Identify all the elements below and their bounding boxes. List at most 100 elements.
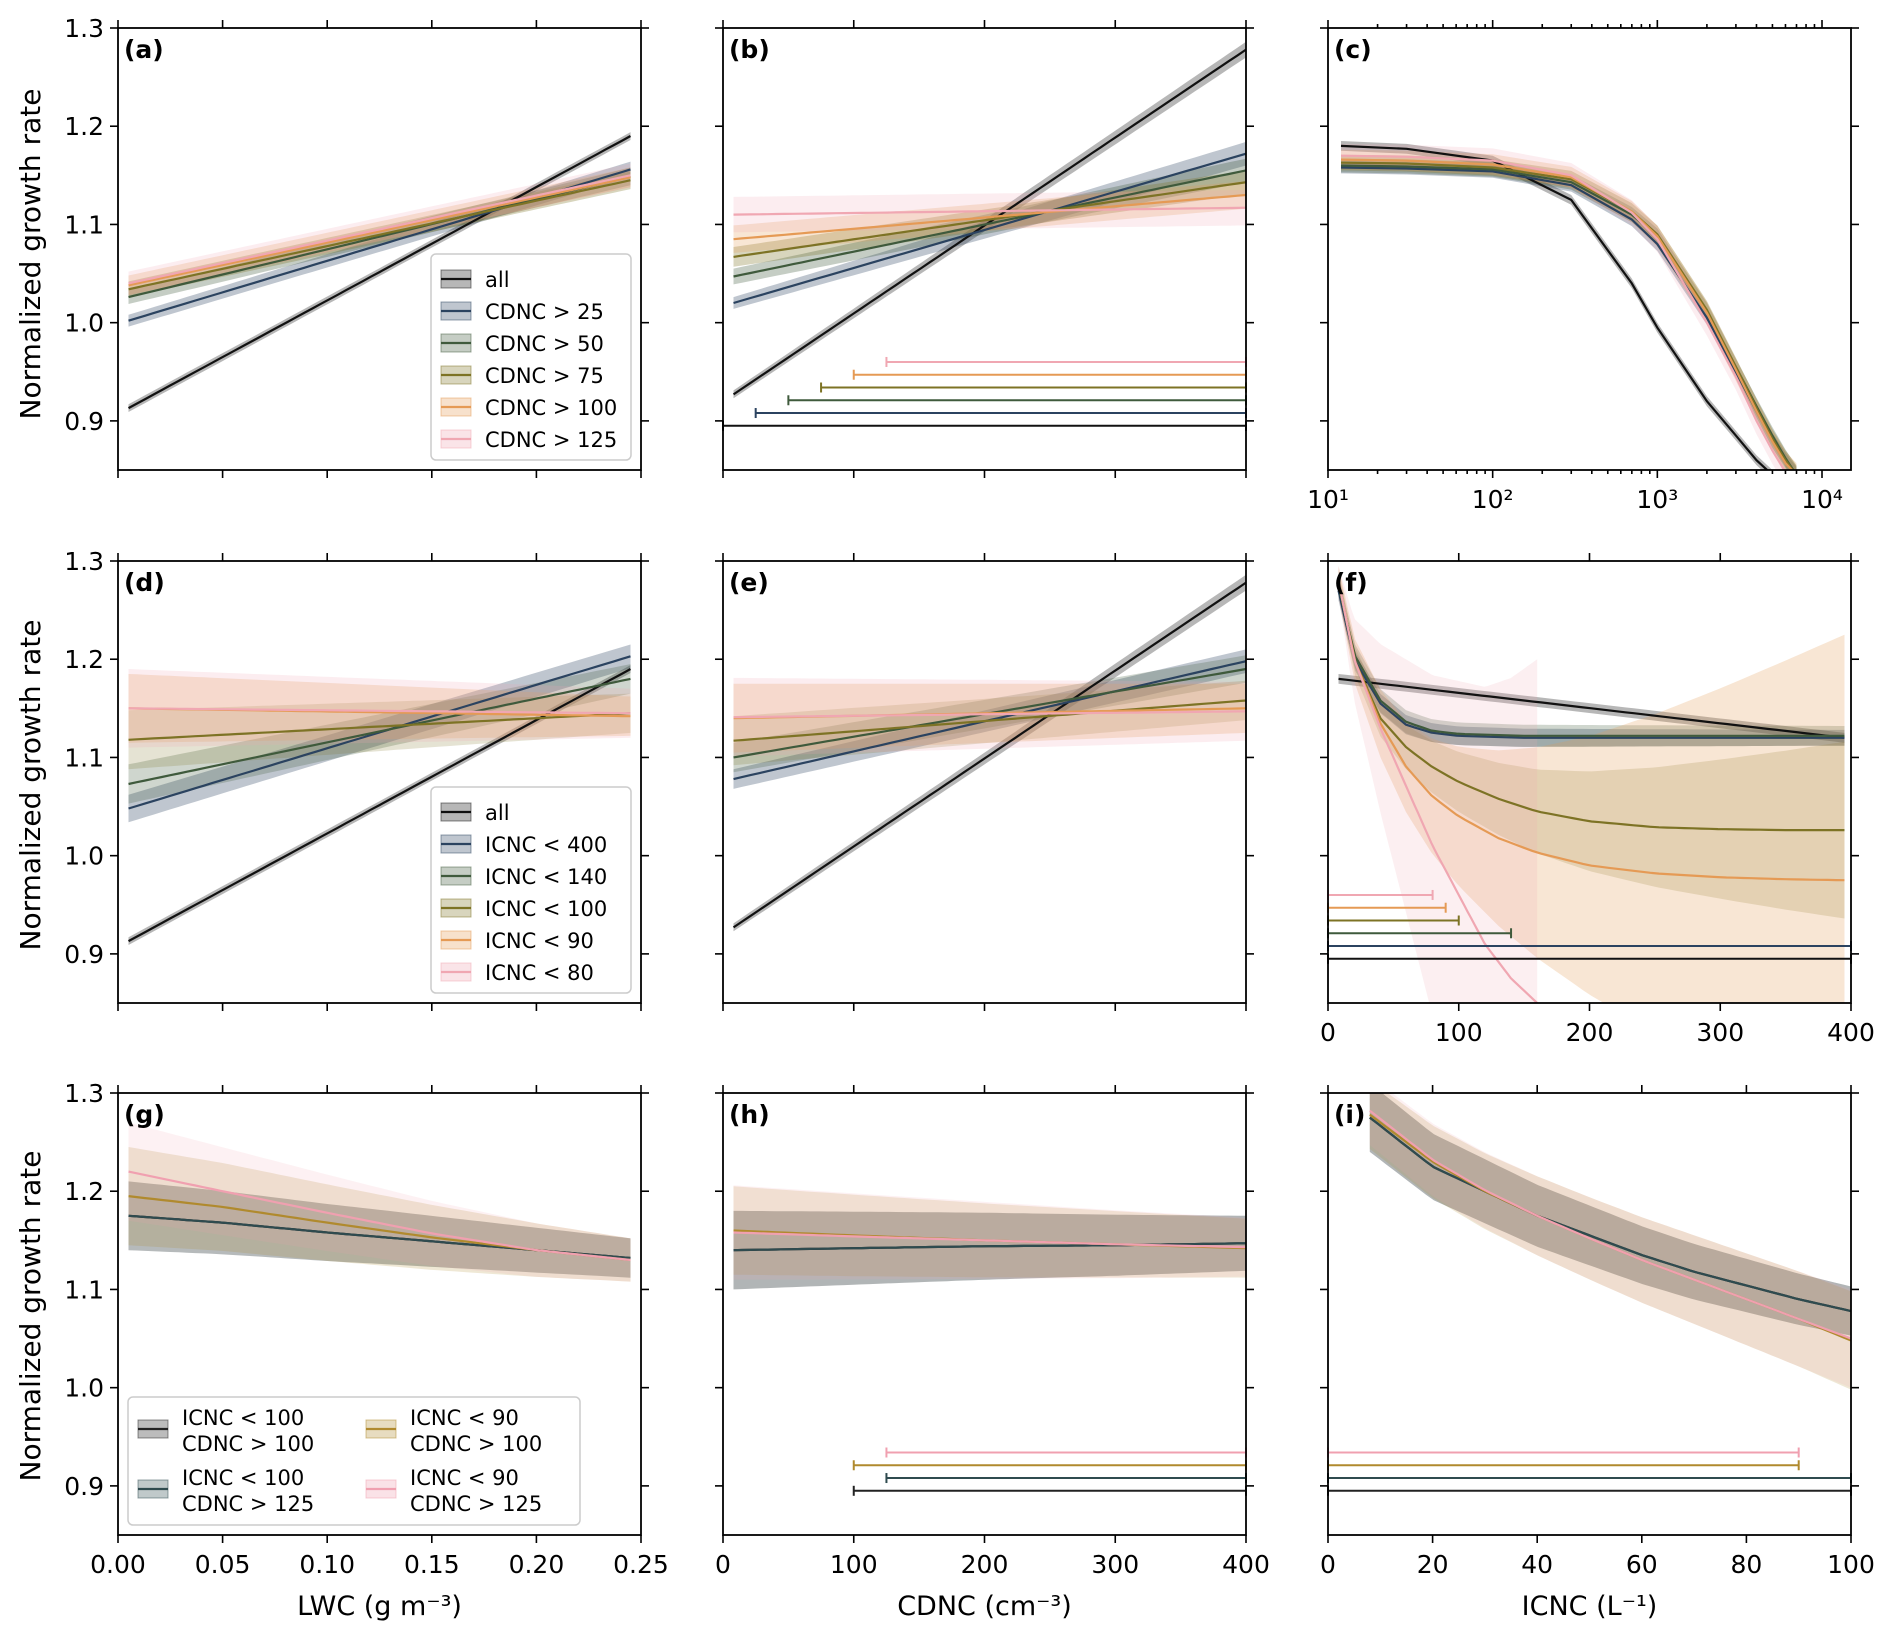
xtick-label-i-0: 0 <box>1320 1550 1336 1579</box>
xlabel-i: ICNC (L⁻¹) <box>1522 1591 1658 1622</box>
xtick-label-c-3: 10⁴ <box>1801 485 1843 514</box>
plot-area-a <box>127 132 632 412</box>
panel-h: 0 100 200 300 400 CDNC (cm⁻³) (h) <box>715 1085 1270 1622</box>
ytick-label-d-0: 0.9 <box>64 940 104 969</box>
series-line-d-5 <box>128 707 631 715</box>
legend-box-g <box>127 1396 581 1526</box>
ytick-label-g-2: 1.1 <box>64 1275 104 1304</box>
legend-label-d-4: ICNC < 90 <box>485 929 594 953</box>
ticks-b <box>715 20 1254 478</box>
panels-layer: 0.9 1.0 1.1 1.2 1.3 (a) all CDNC > 25 CDNC > 50 C… <box>64 14 1875 1622</box>
ytick-label-g-0: 0.9 <box>64 1472 104 1501</box>
xtick-label-h-3: 300 <box>1091 1550 1139 1579</box>
range-bars-h <box>852 1447 1247 1496</box>
xtick-label-c-0: 10¹ <box>1307 485 1349 514</box>
ytick-label-a-0: 0.9 <box>64 407 104 436</box>
axes-frame-i <box>1327 1092 1852 1536</box>
plot-area-e <box>732 574 1246 932</box>
panel-label-c: (c) <box>1334 35 1372 64</box>
band-h-0 <box>733 1210 1246 1290</box>
ticks-i <box>1320 1085 1859 1543</box>
band-f-2 <box>1338 573 1845 747</box>
plot-area-f <box>1337 565 1845 1003</box>
band-i-2 <box>1369 1093 1851 1390</box>
ticks-g <box>110 1085 649 1543</box>
band-c-1 <box>1341 161 1797 470</box>
band-d-5 <box>128 669 631 748</box>
xtick-label-i-5: 100 <box>1827 1550 1875 1579</box>
ticks-h <box>715 1085 1254 1543</box>
xtick-label-f-1: 100 <box>1435 1018 1483 1047</box>
panel-label-h: (h) <box>729 1100 770 1129</box>
series-line-a-3 <box>128 179 631 291</box>
panel-label-i: (i) <box>1334 1100 1365 1129</box>
band-g-3 <box>128 1122 631 1282</box>
plot-area-c <box>1340 141 1797 470</box>
legend-label-a-1: CDNC > 25 <box>485 300 604 324</box>
panel-c: 10¹ 10² 10³ 10⁴ (c) <box>1307 20 1859 514</box>
legend-label-g-1: ICNC < 100 <box>182 1466 304 1490</box>
series-line-f-5 <box>1337 580 1538 1003</box>
range-bars-f <box>1327 889 1852 964</box>
legend-box-a <box>430 253 632 461</box>
legend-box-d <box>430 786 632 994</box>
band-f-1 <box>1338 580 1845 747</box>
legend-label-g-0: ICNC < 100 <box>182 1406 304 1430</box>
series-line-i-3 <box>1369 1109 1851 1340</box>
axes-frame-c <box>1327 27 1852 471</box>
ticks-c <box>1320 20 1859 478</box>
panel-label-b: (b) <box>729 35 770 64</box>
xtick-label-c-2: 10³ <box>1636 485 1678 514</box>
ytick-label-g-3: 1.2 <box>64 1177 104 1206</box>
legend-label-a-2: CDNC > 50 <box>485 332 604 356</box>
xtick-label-h-2: 200 <box>961 1550 1009 1579</box>
xtick-label-f-3: 300 <box>1696 1018 1744 1047</box>
series-line-c-4 <box>1340 158 1794 470</box>
band-c-2 <box>1341 158 1797 470</box>
xtick-label-i-3: 60 <box>1626 1550 1658 1579</box>
panel-label-e: (e) <box>729 568 769 597</box>
band-i-0 <box>1369 1093 1851 1336</box>
band-i-1 <box>1369 1093 1851 1336</box>
series-line-d-2 <box>128 677 631 786</box>
legend-label-a-5: CDNC > 125 <box>485 428 617 452</box>
legend-label-g-2: ICNC < 90 <box>410 1406 519 1430</box>
band-h-3 <box>733 1185 1246 1280</box>
legend-label2-g-2: CDNC > 100 <box>410 1432 542 1456</box>
panel-a: 0.9 1.0 1.1 1.2 1.3 (a) all CDNC > 25 CDNC > 50 C… <box>64 14 649 478</box>
panel-e: (e) <box>715 553 1254 1011</box>
ticks-d <box>110 553 649 1011</box>
series-line-e-0 <box>732 581 1246 929</box>
xtick-label-i-2: 40 <box>1521 1550 1553 1579</box>
series-line-i-1 <box>1369 1116 1851 1313</box>
xtick-label-f-4: 400 <box>1827 1018 1875 1047</box>
xtick-label-g-3: 0.15 <box>404 1550 460 1579</box>
series-line-b-4 <box>733 193 1246 241</box>
series-line-f-2 <box>1337 585 1845 737</box>
legend-label-d-3: ICNC < 100 <box>485 897 607 921</box>
ytick-label-d-2: 1.1 <box>64 743 104 772</box>
plot-area-d <box>127 644 632 945</box>
legend-label-a-3: CDNC > 75 <box>485 364 604 388</box>
xtick-label-g-1: 0.05 <box>195 1550 251 1579</box>
xtick-label-f-0: 0 <box>1320 1018 1336 1047</box>
series-line-f-4 <box>1337 580 1845 882</box>
ticks-a <box>110 20 649 478</box>
legend-a: all CDNC > 25 CDNC > 50 CDNC > 75 CDNC > 100… <box>430 253 632 461</box>
band-e-5 <box>733 677 1246 757</box>
series-line-c-3 <box>1340 161 1795 470</box>
panel-g: 0.9 1.0 1.1 1.2 1.3 0.00 0.05 0.10 0.15 0.20 0.25 L… <box>64 1079 669 1622</box>
axes-frame-a <box>117 27 642 471</box>
panel-label-a: (a) <box>124 35 164 64</box>
panel-label-f: (f) <box>1334 568 1368 597</box>
panel-f: 0 100 200 300 400 (f) <box>1320 553 1875 1047</box>
xtick-label-c-1: 10² <box>1472 485 1514 514</box>
series-line-a-0 <box>127 135 632 410</box>
series-line-f-3 <box>1337 580 1845 832</box>
series-line-b-3 <box>733 181 1246 258</box>
series-line-h-3 <box>733 1231 1246 1249</box>
ticks-f <box>1320 553 1859 1011</box>
legend-label-a-0: all <box>485 268 510 292</box>
range-bars-i <box>1327 1447 1852 1496</box>
